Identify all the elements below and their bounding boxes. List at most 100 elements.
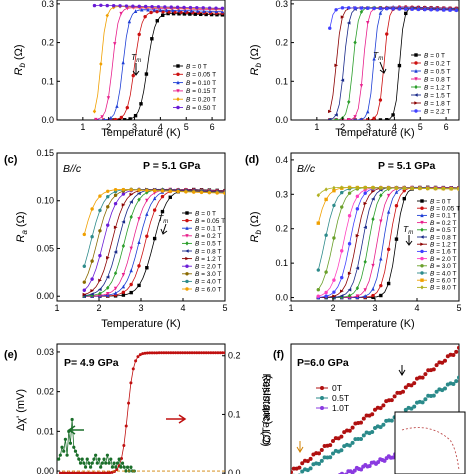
data-point [184, 190, 188, 194]
data-point [121, 290, 126, 294]
data-point [363, 185, 367, 190]
data-point [160, 189, 165, 193]
x-tick-label: 5 [418, 122, 423, 132]
data-point [397, 63, 402, 68]
legend-label: B = 6.0 T [430, 278, 456, 285]
data-point [363, 225, 367, 230]
x-tick-label: 2 [340, 122, 345, 132]
data-point [347, 293, 352, 298]
legend-label: 1.0T [332, 403, 349, 413]
data-point [423, 7, 427, 12]
data-point [125, 105, 130, 110]
data-point [370, 430, 375, 435]
data-point [316, 288, 320, 292]
data-point [162, 351, 166, 355]
legend-label: B = 0.8 T [424, 76, 450, 83]
legend-item: B = 4.0 T [417, 270, 456, 277]
data-point [163, 5, 167, 9]
x-tick-label: 1 [288, 303, 293, 313]
data-point [60, 445, 64, 449]
legend-item: B = 2.0 T [182, 264, 221, 271]
data-point [209, 351, 213, 355]
legend-item: B = 0.05 T [173, 72, 216, 79]
y-axis-right-label-e: Resistance (Ω) [260, 373, 272, 446]
legend-marker [420, 285, 424, 290]
data-point [216, 351, 220, 355]
data-point [110, 470, 114, 474]
data-point [347, 99, 351, 105]
data-point [199, 351, 203, 355]
data-point [300, 469, 305, 474]
data-point [195, 8, 200, 13]
data-point [80, 457, 84, 461]
legend-label: B = 3.0 T [430, 263, 456, 270]
data-point [207, 6, 212, 10]
data-point [145, 198, 149, 203]
data-point [316, 221, 320, 225]
data-point [106, 96, 111, 100]
data-point [161, 13, 165, 17]
y-ticks-d: 0.0 0.1 0.2 0.3 0.4 [275, 155, 294, 303]
data-point [361, 416, 366, 421]
legend-label: B = 0 T [424, 52, 445, 59]
data-point [379, 193, 383, 198]
tm-arrow-a [132, 63, 140, 76]
data-point [107, 461, 111, 465]
legend-marker [176, 89, 180, 93]
data-point [340, 190, 344, 195]
data-point [115, 468, 119, 472]
data-point [347, 241, 352, 246]
x-tick-label: 3 [138, 303, 143, 313]
data-point [319, 458, 324, 463]
data-point [97, 287, 102, 292]
data-point [403, 407, 408, 412]
data-point [68, 471, 72, 474]
y-tick-label: 0.1 [275, 76, 288, 86]
y-tick-label: 0.0 [275, 293, 288, 303]
data-point [394, 237, 399, 241]
data-point [152, 196, 157, 201]
data-point [387, 398, 391, 403]
data-point [339, 471, 344, 474]
inset-frame-f [394, 411, 466, 474]
legend-marker [420, 199, 424, 203]
data-point [188, 351, 192, 355]
series-d-12 [316, 185, 459, 198]
x-tick-label: 4 [414, 303, 419, 313]
data-point [121, 273, 126, 277]
data-point [355, 185, 360, 190]
tm-arrow-b [379, 61, 387, 74]
data-point [82, 292, 87, 297]
data-point [404, 11, 408, 16]
data-point [386, 185, 391, 191]
data-point [394, 204, 399, 208]
data-point [182, 12, 187, 16]
x-tick-label: 5 [222, 303, 227, 313]
legend-marker [185, 264, 189, 268]
data-point [188, 12, 192, 16]
data-point [145, 266, 149, 270]
data-point [359, 420, 363, 425]
data-point [448, 8, 452, 12]
legend-item: B = 0 T [417, 198, 451, 205]
field-label-d: B//c [297, 163, 316, 175]
data-point [389, 398, 394, 403]
data-point [386, 281, 391, 286]
data-point [409, 383, 414, 388]
data-point [347, 271, 352, 276]
data-point [199, 12, 203, 17]
panel-c: 1 2 3 4 5 0.00 0.05 0.10 0.15 (c) B//c P = 5.1 … [4, 148, 228, 330]
data-point [347, 185, 352, 190]
data-point [202, 351, 206, 355]
data-point [381, 422, 386, 427]
data-point [385, 118, 389, 120]
data-point [356, 436, 361, 441]
legend-item: B = 2.2 T [411, 108, 450, 115]
data-point [363, 191, 367, 195]
x-tick-label: 6 [210, 122, 215, 132]
data-point [77, 471, 81, 474]
series-group-a [92, 3, 225, 120]
data-point [423, 397, 428, 402]
data-point [404, 7, 408, 11]
data-point [334, 8, 338, 12]
